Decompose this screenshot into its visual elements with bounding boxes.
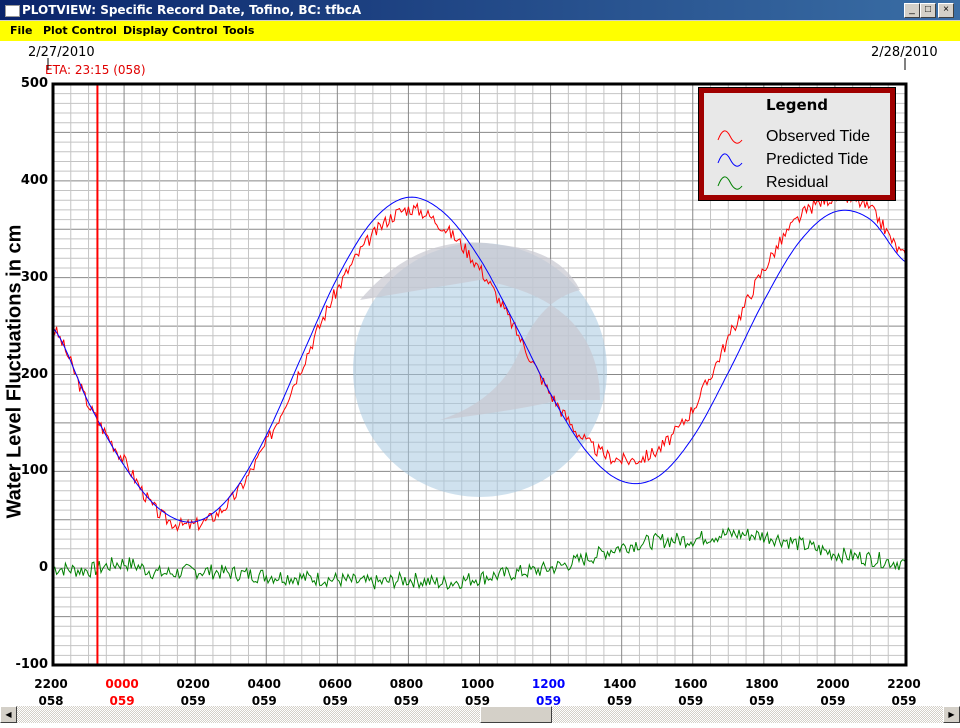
y-tick-label: -100 xyxy=(15,657,48,672)
x-tick-time: 0600 xyxy=(318,677,353,691)
x-tick-label: 1200 059 xyxy=(519,676,579,710)
start-date-label: 2/27/2010 xyxy=(28,45,95,60)
title-bar: PLOTVIEW: Specific Record Date, Tofino, … xyxy=(0,0,960,21)
scroll-right-button[interactable]: ▶ xyxy=(943,706,960,723)
x-tick-time: 0200 xyxy=(176,677,210,691)
eta-label: ETA: 23:15 (058) xyxy=(45,63,146,77)
x-tick-time: 0000 xyxy=(105,677,139,691)
menu-tools[interactable]: Tools xyxy=(223,24,255,37)
x-tick-day: 058 xyxy=(38,694,64,708)
y-tick-label: 0 xyxy=(38,560,48,576)
x-tick-day: 059 xyxy=(180,694,206,708)
legend: Legend Observed Tide Predicted Tide Resi… xyxy=(698,87,896,201)
app-icon xyxy=(5,5,20,17)
x-tick-label: 1400 059 xyxy=(590,676,650,710)
legend-residual: Residual xyxy=(766,174,829,191)
x-tick-day: 059 xyxy=(536,694,562,708)
x-tick-label: 1800 059 xyxy=(732,676,792,710)
x-tick-time: 2200 xyxy=(887,677,921,691)
y-tick-label: 500 xyxy=(20,76,48,91)
x-tick-label: 0000 059 xyxy=(92,676,152,710)
x-tick-day: 059 xyxy=(820,694,846,708)
x-tick-time: 2000 xyxy=(816,677,850,691)
plot-frame xyxy=(51,82,908,667)
x-tick-time: 0800 xyxy=(389,677,424,691)
x-tick-label: 0400 059 xyxy=(234,676,294,710)
x-tick-time: 1400 xyxy=(602,677,637,691)
menu-file[interactable]: File xyxy=(10,24,33,37)
x-tick-time: 1200 xyxy=(531,677,566,691)
x-tick-label: 2200 059 xyxy=(874,676,934,710)
x-tick-time: 2200 xyxy=(34,677,68,691)
x-tick-day: 059 xyxy=(891,694,917,708)
y-tick-label: 300 xyxy=(20,269,48,285)
x-tick-time: 0400 xyxy=(247,677,281,691)
noaa-watermark-circle xyxy=(353,243,607,497)
x-tick-time: 1600 xyxy=(674,677,708,691)
x-tick-label: 0800 059 xyxy=(376,676,436,710)
x-tick-day: 059 xyxy=(464,694,491,708)
legend-title: Legend xyxy=(765,96,829,114)
horizontal-scrollbar[interactable]: ◀ ▶ xyxy=(0,706,960,723)
end-date-label: 2/28/2010 xyxy=(871,45,938,60)
close-button[interactable]: × xyxy=(938,3,954,18)
minimize-button[interactable]: _ xyxy=(904,3,920,18)
x-tick-label: 1600 059 xyxy=(661,676,721,710)
x-tick-day: 059 xyxy=(393,694,419,708)
residual-wave-icon xyxy=(717,176,743,190)
x-tick-label: 2200 058 xyxy=(21,676,81,710)
predicted-tide-line xyxy=(52,196,907,523)
legend-observed: Observed Tide xyxy=(766,128,871,145)
x-tick-time: 1000 xyxy=(460,677,495,691)
scroll-left-button[interactable]: ◀ xyxy=(0,706,17,723)
x-tick-time: 1800 xyxy=(745,677,779,691)
x-tick-label: 1000 059 xyxy=(448,676,508,710)
x-tick-day: 059 xyxy=(251,694,277,708)
menu-display-control[interactable]: Display Control xyxy=(123,24,218,37)
x-tick-day: 059 xyxy=(678,694,704,708)
x-tick-label: 0600 059 xyxy=(305,676,365,710)
y-tick-label: 100 xyxy=(20,463,48,479)
x-tick-label: 2000 059 xyxy=(803,676,863,710)
x-tick-day: 059 xyxy=(109,694,135,708)
observed-wave-icon xyxy=(717,130,743,144)
menu-bar: File Plot Control Display Control Tools xyxy=(0,21,960,41)
maximize-button[interactable]: □ xyxy=(920,3,936,18)
scrollbar-thumb[interactable] xyxy=(480,706,552,723)
y-tick-label: 200 xyxy=(20,366,48,382)
x-tick-day: 059 xyxy=(322,694,348,708)
observed-tide-line xyxy=(52,189,907,533)
x-tick-day: 059 xyxy=(607,694,633,708)
y-tick-label: 400 xyxy=(20,172,48,188)
window-title: PLOTVIEW: Specific Record Date, Tofino, … xyxy=(22,3,362,17)
x-tick-day: 059 xyxy=(749,694,775,708)
x-tick-label: 0200 059 xyxy=(163,676,223,710)
y-axis-title: Water Level Fluctuations in cm xyxy=(3,224,26,519)
menu-plot-control[interactable]: Plot Control xyxy=(43,24,117,37)
predicted-wave-icon xyxy=(717,153,743,167)
residual-line xyxy=(52,526,907,590)
legend-predicted: Predicted Tide xyxy=(766,151,869,168)
